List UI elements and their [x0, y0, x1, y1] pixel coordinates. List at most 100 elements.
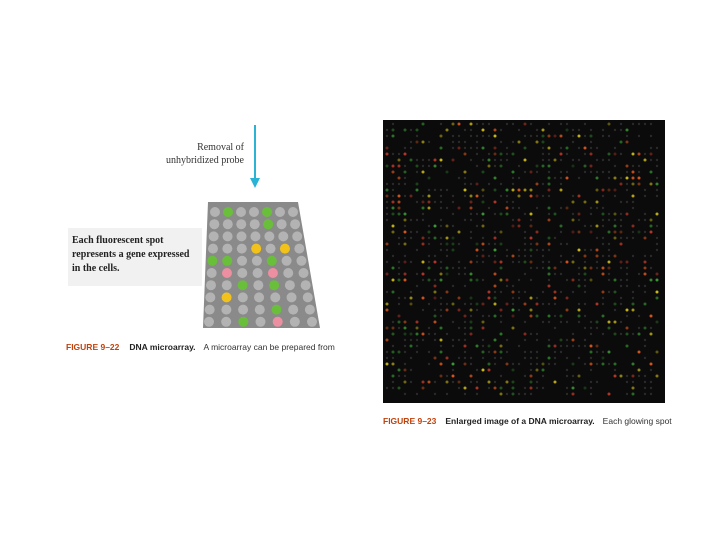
spot — [511, 380, 515, 384]
spot — [403, 218, 407, 222]
spot — [589, 212, 593, 216]
spot — [631, 296, 635, 300]
spot — [463, 188, 467, 192]
spot — [553, 356, 557, 360]
spot — [236, 231, 247, 242]
spot — [511, 314, 515, 318]
spot — [607, 158, 611, 162]
spot — [493, 284, 497, 288]
spot — [559, 260, 563, 264]
spot — [523, 356, 527, 360]
spot — [589, 362, 593, 366]
spot — [625, 284, 629, 288]
spot — [583, 344, 587, 348]
spot — [547, 272, 551, 276]
spot — [397, 326, 401, 330]
spot — [631, 332, 635, 336]
spot — [523, 158, 527, 162]
left-figure: Removal of unhybridized probe Each fluor… — [66, 125, 335, 352]
spot — [463, 284, 467, 288]
spot — [535, 368, 539, 372]
spot — [529, 242, 533, 246]
spot — [517, 194, 521, 198]
spot — [403, 128, 407, 132]
spot — [625, 278, 629, 282]
spot — [469, 260, 473, 264]
spot — [649, 314, 653, 318]
spot — [529, 380, 533, 384]
spot — [439, 188, 443, 192]
spot — [511, 152, 515, 156]
spot — [595, 224, 599, 228]
spot — [439, 200, 443, 204]
spot — [391, 152, 395, 156]
spot — [409, 332, 413, 336]
spot — [577, 230, 581, 234]
spot — [391, 266, 395, 270]
spot — [427, 266, 431, 270]
spot — [559, 188, 563, 192]
spot — [547, 212, 551, 216]
spot — [517, 362, 521, 366]
spot — [553, 362, 557, 366]
spot — [421, 296, 425, 300]
spot — [421, 212, 425, 216]
spot — [631, 194, 635, 198]
spot — [649, 134, 653, 138]
spot — [445, 224, 449, 228]
spot — [415, 218, 419, 222]
spot — [601, 350, 605, 354]
spot — [385, 260, 389, 264]
spot — [427, 230, 431, 234]
spot — [655, 350, 659, 354]
spot — [613, 146, 617, 150]
spot — [511, 182, 515, 186]
spot — [493, 128, 497, 132]
spot — [595, 206, 599, 210]
spot — [625, 128, 629, 132]
spot — [631, 392, 635, 396]
spot — [481, 170, 485, 174]
spot — [469, 218, 473, 222]
spot — [613, 254, 617, 258]
spot — [637, 374, 641, 378]
spot — [451, 194, 455, 198]
spot — [571, 374, 575, 378]
spot — [469, 362, 473, 366]
spot — [439, 266, 443, 270]
spot — [403, 182, 407, 186]
spot — [571, 386, 575, 390]
spot — [475, 368, 479, 372]
spot — [589, 170, 593, 174]
spot — [583, 170, 587, 174]
spot — [236, 207, 246, 217]
spot — [391, 206, 395, 210]
spot — [541, 290, 545, 294]
spot — [601, 356, 605, 360]
spot — [607, 188, 611, 192]
spot — [631, 152, 635, 156]
spot — [469, 326, 473, 330]
spot — [541, 254, 545, 258]
spot — [499, 332, 503, 336]
spot — [541, 194, 545, 198]
right-figure: FIGURE 9–23 Enlarged image of a DNA micr… — [383, 120, 672, 426]
spot — [589, 326, 593, 330]
spot — [523, 242, 527, 246]
spot — [499, 158, 503, 162]
spot — [529, 194, 533, 198]
spot — [469, 356, 473, 360]
spot — [565, 392, 569, 396]
spot — [469, 314, 473, 318]
spot — [445, 272, 449, 276]
spot — [439, 224, 443, 228]
spot — [427, 362, 431, 366]
spot — [385, 212, 389, 216]
spot — [535, 350, 539, 354]
spot — [547, 260, 551, 264]
spot — [535, 332, 539, 336]
spot — [499, 164, 503, 168]
spot — [505, 350, 509, 354]
spot — [601, 314, 605, 318]
